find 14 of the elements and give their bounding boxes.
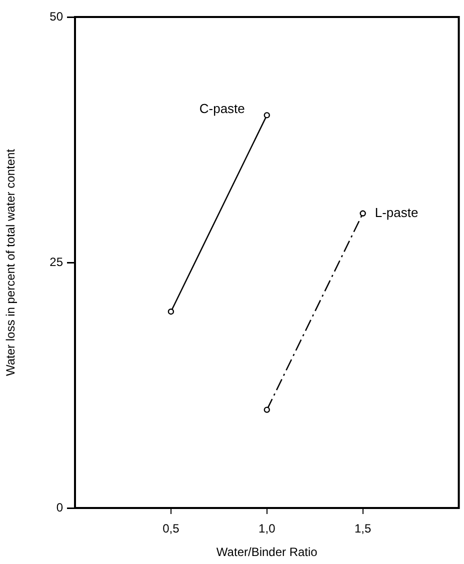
y-tick-label: 0	[56, 500, 64, 514]
point	[264, 112, 270, 118]
x-tick-label: 1,5	[354, 522, 372, 536]
y-tick-label: 50	[50, 9, 64, 24]
point	[168, 308, 174, 315]
point	[360, 210, 366, 216]
x-tick-label: 0,5	[162, 522, 180, 536]
series-label: C-paste	[199, 100, 245, 116]
x-tick-label: 1,0	[258, 522, 276, 536]
x-axis-title: Water/Binder Ratio	[216, 545, 318, 560]
point	[264, 406, 270, 413]
series-label: L-paste	[374, 204, 418, 220]
y-axis-title: Water loss in percent of total water content	[4, 148, 18, 376]
y-tick-label: 25	[50, 254, 64, 269]
